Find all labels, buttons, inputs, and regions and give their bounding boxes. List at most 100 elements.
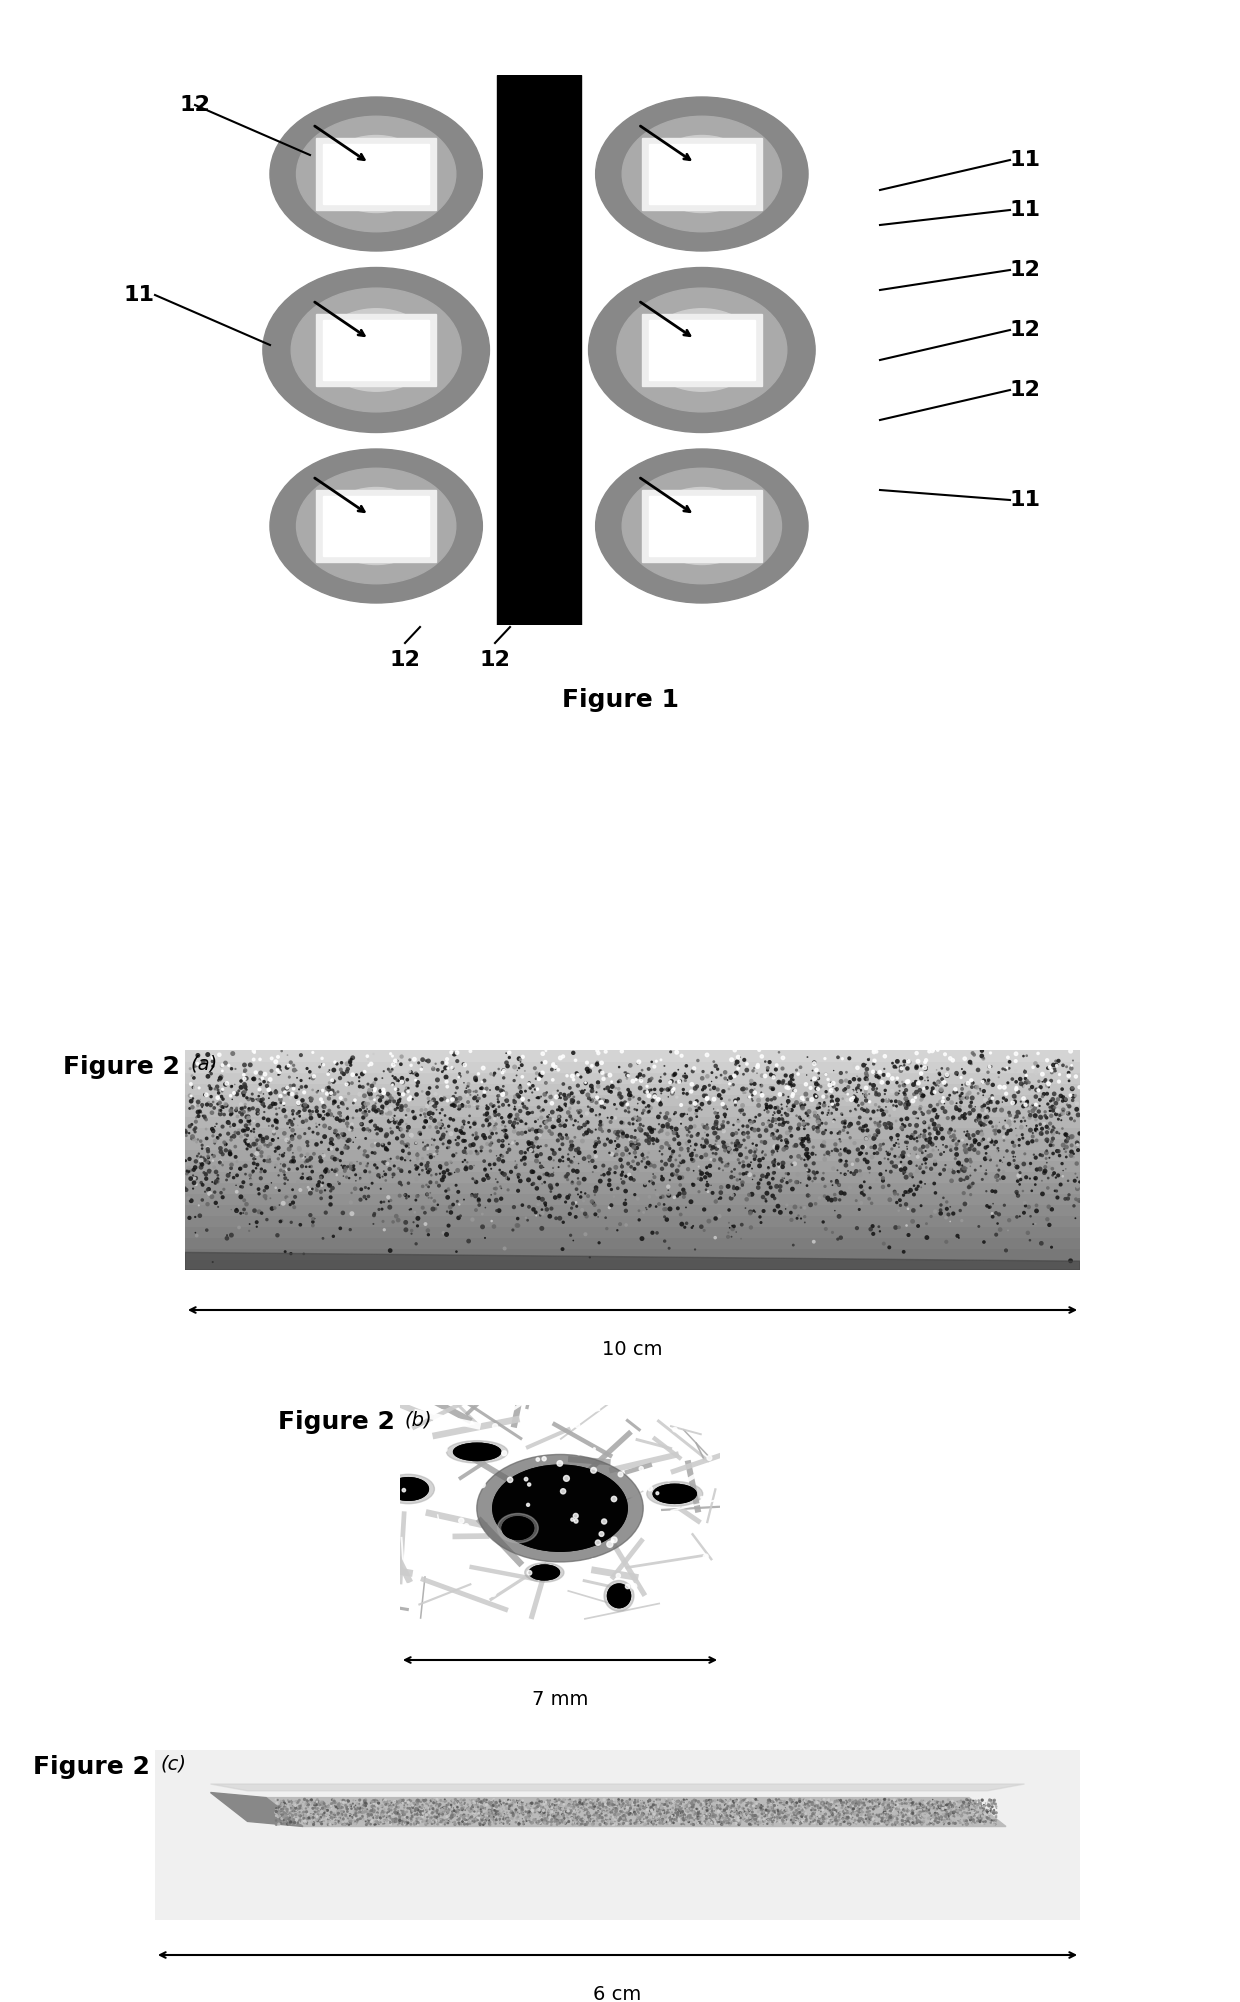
- Point: [388, 1111, 408, 1143]
- Point: [789, 1796, 808, 1828]
- Point: [981, 1125, 1001, 1157]
- Point: [1023, 1207, 1043, 1239]
- Point: [466, 1804, 486, 1836]
- Point: [351, 1159, 371, 1191]
- Point: [559, 1802, 579, 1834]
- Point: [720, 1800, 740, 1832]
- Point: [610, 1804, 630, 1836]
- Point: [711, 1806, 730, 1838]
- Point: [924, 1798, 944, 1830]
- Point: [682, 1167, 702, 1199]
- Point: [665, 1786, 684, 1818]
- Point: [804, 1798, 823, 1830]
- Point: [340, 1045, 360, 1077]
- Point: [903, 1798, 923, 1830]
- Point: [945, 1115, 965, 1147]
- Point: [486, 1798, 506, 1830]
- Point: [415, 1101, 435, 1133]
- Point: [915, 1135, 935, 1167]
- Point: [904, 1806, 924, 1838]
- Point: [683, 1155, 703, 1187]
- Point: [662, 1804, 682, 1836]
- Point: [655, 1189, 675, 1221]
- Point: [826, 1800, 846, 1832]
- Point: [655, 1796, 675, 1828]
- Point: [357, 1041, 377, 1073]
- Point: [523, 1069, 543, 1101]
- Point: [303, 1037, 322, 1069]
- Point: [708, 1792, 728, 1824]
- Point: [847, 1798, 867, 1830]
- Point: [684, 1804, 704, 1836]
- Point: [211, 1119, 231, 1151]
- Point: [920, 1792, 940, 1824]
- Point: [281, 1804, 301, 1836]
- Point: [467, 1798, 487, 1830]
- Point: [272, 1794, 291, 1826]
- Point: [688, 1794, 708, 1826]
- Point: [908, 1045, 928, 1077]
- Point: [795, 1788, 815, 1820]
- Point: [469, 1089, 489, 1121]
- Point: [179, 1151, 198, 1183]
- Point: [639, 1095, 658, 1127]
- Point: [766, 1786, 786, 1818]
- Point: [495, 1159, 515, 1191]
- Point: [350, 1079, 370, 1111]
- Point: [303, 1802, 322, 1834]
- Point: [843, 1786, 863, 1818]
- Point: [625, 1788, 645, 1820]
- Point: [952, 1794, 972, 1826]
- Point: [826, 1786, 846, 1818]
- Point: [293, 1802, 312, 1834]
- Point: [534, 1804, 554, 1836]
- Point: [435, 1802, 455, 1834]
- Point: [625, 1115, 645, 1147]
- Point: [889, 1195, 909, 1227]
- Point: [929, 1099, 949, 1131]
- Point: [281, 1207, 301, 1239]
- Point: [187, 1125, 207, 1157]
- Point: [422, 1802, 441, 1834]
- Bar: [324, 144, 429, 204]
- Point: [441, 1784, 461, 1816]
- Point: [959, 1794, 978, 1826]
- Point: [241, 1163, 260, 1195]
- Point: [580, 1806, 600, 1838]
- Point: [546, 1800, 565, 1832]
- Point: [383, 1798, 403, 1830]
- Point: [745, 1806, 765, 1838]
- Point: [777, 1788, 797, 1820]
- Point: [764, 1097, 784, 1129]
- Point: [1009, 1097, 1029, 1129]
- Point: [666, 1802, 686, 1834]
- Point: [496, 1800, 516, 1832]
- Point: [925, 1798, 945, 1830]
- Point: [624, 1788, 644, 1820]
- Point: [977, 1800, 997, 1832]
- Point: [340, 1123, 360, 1155]
- Point: [768, 1131, 787, 1163]
- Point: [847, 1808, 867, 1840]
- Point: [553, 1802, 573, 1834]
- Point: [711, 1808, 730, 1840]
- Point: [920, 1800, 940, 1832]
- Point: [1043, 1125, 1063, 1157]
- Point: [200, 1069, 219, 1101]
- Point: [594, 1794, 614, 1826]
- Point: [963, 1804, 983, 1836]
- Point: [502, 1790, 522, 1822]
- Point: [374, 1792, 394, 1824]
- Point: [384, 1796, 404, 1828]
- Point: [610, 1065, 630, 1097]
- Point: [806, 1053, 826, 1085]
- Point: [459, 1225, 479, 1257]
- Point: [584, 1808, 604, 1840]
- Point: [618, 1786, 637, 1818]
- Point: [432, 1792, 451, 1824]
- Point: [908, 1792, 928, 1824]
- Point: [776, 1794, 796, 1826]
- Point: [873, 1171, 893, 1203]
- Point: [503, 1802, 523, 1834]
- Point: [915, 1167, 935, 1199]
